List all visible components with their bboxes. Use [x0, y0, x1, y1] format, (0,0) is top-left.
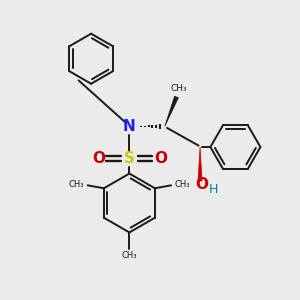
- Text: CH₃: CH₃: [69, 180, 84, 189]
- Text: CH₃: CH₃: [170, 84, 187, 93]
- Text: O: O: [154, 151, 167, 166]
- Text: N: N: [123, 119, 136, 134]
- Polygon shape: [165, 96, 178, 126]
- Text: S: S: [124, 151, 135, 166]
- Text: O: O: [195, 177, 208, 192]
- Text: CH₃: CH₃: [175, 180, 190, 189]
- Text: CH₃: CH₃: [122, 251, 137, 260]
- Text: H: H: [208, 183, 218, 196]
- Text: O: O: [92, 151, 105, 166]
- Polygon shape: [198, 147, 202, 181]
